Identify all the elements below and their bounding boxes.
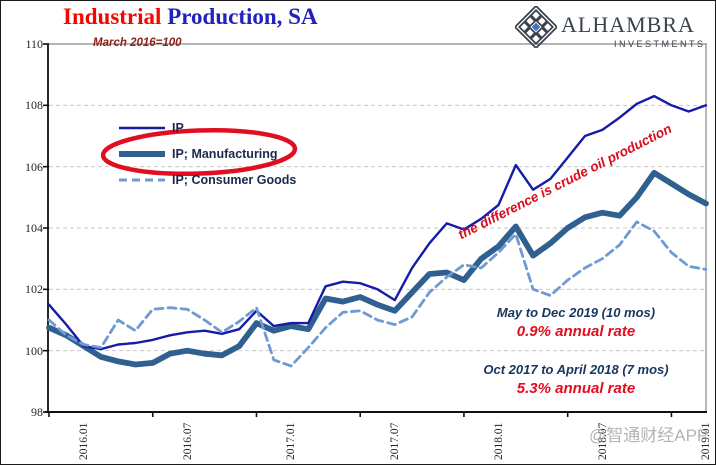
x-tick-label: 2016.01 [78,422,90,460]
alhambra-diamond-icon [515,6,557,48]
legend-item-manufacturing: IP; Manufacturing [119,145,296,163]
annotation-2019-rate: May to Dec 2019 (10 mos) 0.9% annual rat… [433,304,715,342]
series-line-ip-consumer-goods [47,220,708,368]
data-series-lines [46,94,709,368]
legend-highlight-ellipse [100,128,298,176]
legend-label-consumer-goods: IP; Consumer Goods [172,173,297,187]
legend-label-ip: IP [172,121,184,135]
x-tick-label: 2016.07 [181,422,194,460]
x-tick-label: 2017.01 [285,422,298,460]
legend-label-manufacturing: IP; Manufacturing [172,147,278,161]
y-tick-label: 110 [25,37,43,51]
annotation-2018-rate: Oct 2017 to April 2018 (7 mos) 5.3% annu… [433,361,715,399]
y-tick-label: 100 [25,343,43,358]
y-tick-label: 104 [25,221,43,235]
y-tick-label: 102 [25,282,43,297]
axis-ticks [43,43,673,417]
y-tick-label: 108 [25,98,43,113]
annotation-2019-period: May to Dec 2019 (10 mos) [496,305,656,320]
ip-line-swatch-icon [119,126,165,130]
annotation-2018-period: Oct 2017 to April 2018 (7 mos) [483,362,669,377]
chart-legend: IP IP; Manufacturing IP; Consumer Goods [119,119,296,197]
legend-item-ip: IP [119,119,296,137]
brand-logo: ALHAMBRA INVESTMENTS [515,5,713,51]
chart-title-accent: Industrial [63,4,162,29]
x-tick-label: 2017.07 [389,422,402,460]
legend-item-consumer-goods: IP; Consumer Goods [119,171,296,189]
annotation-2019-rate-value: 0.9% annual rate [516,322,636,340]
x-tick-label: 2018.01 [492,422,505,460]
brand-subname: INVESTMENTS [614,39,706,49]
chart-subtitle: March 2016=100 [93,37,182,49]
manufacturing-line-swatch-icon [119,151,165,157]
brand-name: ALHAMBRA [561,12,695,37]
annotation-2018-rate-value: 5.3% annual rate [516,379,636,397]
y-tick-label: 98 [31,405,43,419]
y-tick-label: 106 [25,159,43,174]
series-line-ip [47,94,708,351]
chart-title-rest: Production, SA [161,4,318,29]
gridlines [49,104,706,352]
consumer-goods-line-swatch-icon [119,178,165,182]
chart-title: Industrial Production, SA [63,4,318,30]
watermark: @智通财经APP [589,426,709,445]
series-line-ip-manufacturing [46,169,709,368]
